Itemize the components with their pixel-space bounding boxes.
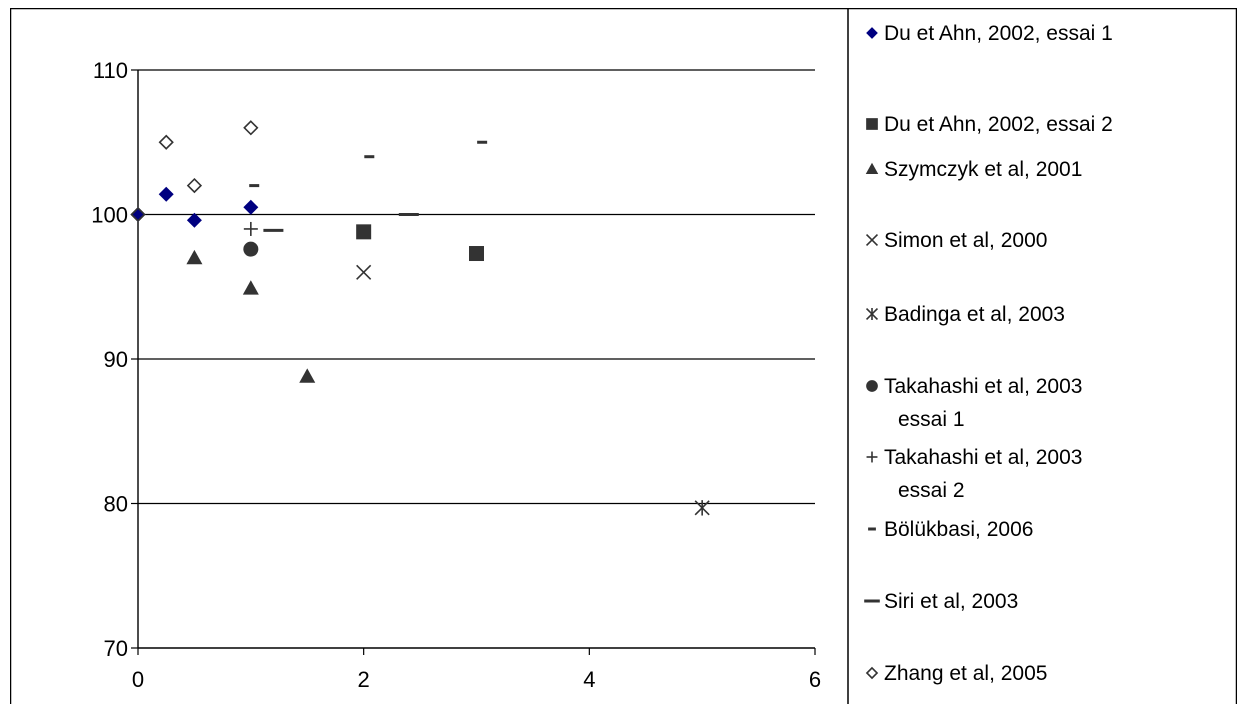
x-tick-label: 4 bbox=[583, 667, 595, 692]
data-point-open-diamond bbox=[186, 177, 203, 194]
legend-item: Szymczyk et al, 2001 bbox=[865, 158, 1082, 181]
data-point-x bbox=[356, 264, 372, 280]
legend-item: Bölükbasi, 2006 bbox=[868, 518, 1033, 541]
x-tick-label: 0 bbox=[132, 667, 144, 692]
legend-item: Zhang et al, 2005 bbox=[865, 662, 1047, 685]
legend-label: Szymczyk et al, 2001 bbox=[884, 158, 1082, 181]
data-point-triangle bbox=[299, 368, 316, 383]
legend: Du et Ahn, 2002, essai 1 Du et Ahn, 2002,… bbox=[864, 22, 1113, 685]
data-point-diamond bbox=[186, 212, 202, 228]
legend-item: Takahashi et al, 2003 essai 2 bbox=[866, 446, 1082, 502]
legend-marker-plus bbox=[866, 451, 878, 463]
chart-frame: 70 80 90 100 110 0 2 4 6 Du et Ahn, 2002, essai … bbox=[9, 7, 1237, 709]
data-point-plus bbox=[243, 221, 258, 236]
y-tick-label: 70 bbox=[104, 636, 128, 661]
data-point-star bbox=[694, 500, 710, 516]
plot-area: 70 80 90 100 110 0 2 4 6 bbox=[91, 58, 821, 692]
legend-marker-triangle bbox=[865, 162, 879, 174]
data-point-diamond bbox=[243, 199, 259, 215]
legend-item: Du et Ahn, 2002, essai 2 bbox=[866, 113, 1113, 136]
legend-item: Du et Ahn, 2002, essai 1 bbox=[866, 22, 1113, 45]
legend-marker-x bbox=[865, 233, 879, 247]
legend-item: Badinga et al, 2003 bbox=[865, 303, 1065, 326]
legend-item: Simon et al, 2000 bbox=[865, 229, 1047, 252]
x-tick-label: 6 bbox=[809, 667, 821, 692]
legend-marker-open-diamond bbox=[865, 666, 879, 680]
data-point-diamond bbox=[158, 186, 174, 202]
data-point-open-diamond bbox=[130, 206, 146, 223]
data-point-open-diamond bbox=[158, 134, 174, 150]
legend-marker-circle bbox=[866, 380, 878, 392]
chart-svg: 70 80 90 100 110 0 2 4 6 Du et Ahn, 2002, essai … bbox=[9, 7, 1237, 709]
y-tick-label: 80 bbox=[104, 492, 128, 517]
legend-label: Du et Ahn, 2002, essai 2 bbox=[884, 113, 1113, 136]
legend-label: Du et Ahn, 2002, essai 1 bbox=[884, 22, 1113, 45]
y-tick-label: 110 bbox=[93, 58, 128, 83]
legend-marker-square bbox=[866, 118, 878, 130]
legend-label: Bölükbasi, 2006 bbox=[884, 518, 1033, 541]
y-tick-label: 100 bbox=[91, 203, 128, 228]
data-point-triangle bbox=[186, 249, 203, 265]
legend-item: Siri et al, 2003 bbox=[864, 590, 1018, 613]
legend-label: Badinga et al, 2003 bbox=[884, 303, 1065, 326]
legend-label: Simon et al, 2000 bbox=[884, 229, 1047, 252]
legend-label: Zhang et al, 2005 bbox=[884, 662, 1047, 685]
data-point-square bbox=[356, 224, 372, 240]
x-tick-label: 2 bbox=[358, 667, 370, 692]
data-point-square bbox=[469, 246, 484, 262]
legend-label: Takahashi et al, 2003 essai 2 bbox=[884, 446, 1082, 502]
data-point-open-diamond bbox=[243, 120, 259, 136]
legend-marker-star bbox=[865, 307, 879, 321]
legend-label: Takahashi et al, 2003 essai 1 bbox=[884, 375, 1082, 431]
legend-label: Siri et al, 2003 bbox=[884, 590, 1018, 613]
y-tick-label: 90 bbox=[104, 347, 128, 372]
legend-item: Takahashi et al, 2003 essai 1 bbox=[866, 375, 1082, 431]
data-point-triangle bbox=[242, 280, 259, 295]
data-point-circle bbox=[243, 241, 259, 257]
legend-marker-diamond bbox=[866, 27, 878, 39]
